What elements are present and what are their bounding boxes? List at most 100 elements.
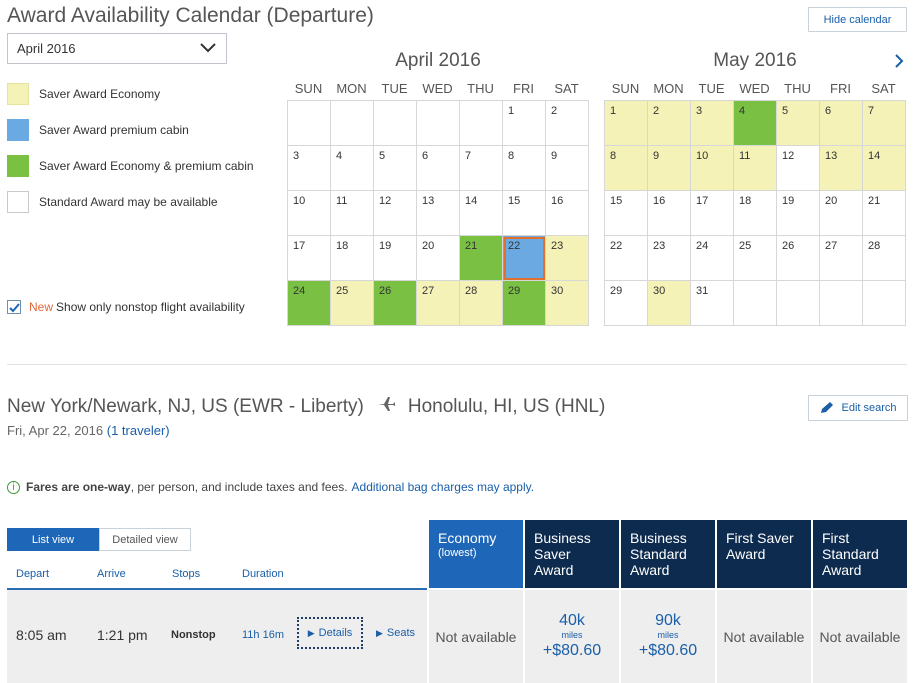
cabin-header-business-saver[interactable]: Business Saver Award [525,520,619,588]
calendar-day[interactable]: 17 [288,236,331,281]
calendar-day[interactable]: 22 [503,236,546,281]
calendar-day[interactable]: 12 [374,191,417,236]
calendar-empty-cell [820,281,863,326]
nonstop-filter[interactable]: New Show only nonstop flight availabilit… [7,300,245,314]
calendar-day[interactable]: 26 [777,236,820,281]
calendar-day[interactable]: 15 [503,191,546,236]
calendar-day[interactable]: 1 [503,101,546,146]
calendar-day[interactable]: 7 [460,146,503,191]
calendar-day[interactable]: 22 [605,236,648,281]
cabin-header-first-saver[interactable]: First Saver Award [717,520,811,588]
calendar-day[interactable]: 25 [734,236,777,281]
calendar-day[interactable]: 11 [734,146,777,191]
calendar-day[interactable]: 14 [460,191,503,236]
calendar-day[interactable]: 23 [546,236,589,281]
col-stops[interactable]: Stops [172,568,201,580]
calendar-day[interactable]: 28 [460,281,503,326]
calendar-day[interactable]: 12 [777,146,820,191]
col-duration[interactable]: Duration [242,568,284,580]
calendar-day[interactable]: 27 [820,236,863,281]
calendar-day[interactable]: 8 [605,146,648,191]
col-arrive[interactable]: Arrive [97,568,126,580]
calendar-day[interactable]: 5 [777,101,820,146]
calendar-day[interactable]: 27 [417,281,460,326]
calendar-day[interactable]: 9 [648,146,691,191]
travelers-link[interactable]: (1 traveler) [106,423,170,438]
calendar-day[interactable]: 2 [546,101,589,146]
edit-search-button[interactable]: Edit search [808,395,908,421]
calendar-day[interactable]: 30 [546,281,589,326]
calendar-day[interactable]: 14 [863,146,906,191]
calendar-day[interactable]: 16 [546,191,589,236]
calendar-day[interactable]: 8 [503,146,546,191]
calendar-day[interactable]: 4 [331,146,374,191]
hide-calendar-button[interactable]: Hide calendar [808,7,907,32]
calendar-day[interactable]: 21 [863,191,906,236]
calendar-day[interactable]: 9 [546,146,589,191]
flight-stops: Nonstop [171,629,216,641]
calendar-day[interactable]: 19 [777,191,820,236]
calendar-day[interactable]: 10 [288,191,331,236]
calendar-day[interactable]: 4 [734,101,777,146]
calendar-day[interactable]: 18 [331,236,374,281]
calendar-day[interactable]: 5 [374,146,417,191]
list-view-tab[interactable]: List view [7,528,99,551]
calendar-title: May 2016 [713,50,797,71]
calendar-day[interactable]: 13 [417,191,460,236]
calendar-day[interactable]: 17 [691,191,734,236]
legend-label: Saver Award premium cabin [39,123,189,137]
next-month-icon[interactable] [894,52,904,73]
calendar-week-row: 29 30 31 [605,281,906,326]
calendar-day[interactable]: 2 [648,101,691,146]
calendar-day[interactable]: 20 [417,236,460,281]
fare-not-available: Not available [723,628,805,645]
legend-label: Saver Award Economy & premium cabin [39,159,254,173]
fare-business-standard[interactable]: 90k miles +$80.60 [621,590,715,683]
calendar-day[interactable]: 10 [691,146,734,191]
col-depart[interactable]: Depart [16,568,50,580]
calendar-day[interactable]: 1 [605,101,648,146]
cabin-subtitle: (lowest) [438,547,477,559]
calendar-day[interactable]: 19 [374,236,417,281]
calendar-day[interactable]: 23 [648,236,691,281]
calendar-day[interactable]: 16 [648,191,691,236]
month-select[interactable]: April 2016 [7,33,227,64]
calendar-day[interactable]: 26 [374,281,417,326]
calendar-day[interactable]: 28 [863,236,906,281]
calendar-day[interactable]: 6 [417,146,460,191]
calendar-day[interactable]: 13 [820,146,863,191]
cabin-header-economy[interactable]: Economy (lowest) [429,520,523,588]
calendar-day[interactable]: 29 [605,281,648,326]
legend-item-saver-both: Saver Award Economy & premium cabin [7,154,254,178]
fare-miles-unit: miles [561,629,583,640]
calendar-day[interactable]: 18 [734,191,777,236]
fare-business-saver[interactable]: 40k miles +$80.60 [525,590,619,683]
fare-miles: 90k [655,611,681,629]
nonstop-checkbox[interactable] [7,300,21,314]
legend-label: Saver Award Economy [39,87,161,101]
calendar-day[interactable]: 29 [503,281,546,326]
calendar-day[interactable]: 7 [863,101,906,146]
calendar-day[interactable]: 11 [331,191,374,236]
calendar-day[interactable]: 20 [820,191,863,236]
cabin-header-first-standard[interactable]: First Standard Award [813,520,907,588]
calendar-day[interactable]: 31 [691,281,734,326]
calendar-day[interactable]: 24 [288,281,331,326]
calendar-day[interactable]: 3 [691,101,734,146]
cabin-header-business-standard[interactable]: Business Standard Award [621,520,715,588]
calendar-day[interactable]: 24 [691,236,734,281]
calendar-day[interactable]: 21 [460,236,503,281]
calendar-day[interactable]: 6 [820,101,863,146]
legend-swatch-yellow [7,83,29,105]
bag-charges-link[interactable]: Additional bag charges may apply. [351,480,535,494]
calendar-day[interactable]: 15 [605,191,648,236]
details-button[interactable]: ▶ Details [297,617,363,649]
weekday-label: TUE [381,81,408,96]
seats-button[interactable]: ▶ Seats [376,627,415,639]
calendar-day[interactable]: 30 [648,281,691,326]
calendar-day[interactable]: 25 [331,281,374,326]
detailed-view-tab[interactable]: Detailed view [99,528,191,551]
calendar-day[interactable]: 3 [288,146,331,191]
